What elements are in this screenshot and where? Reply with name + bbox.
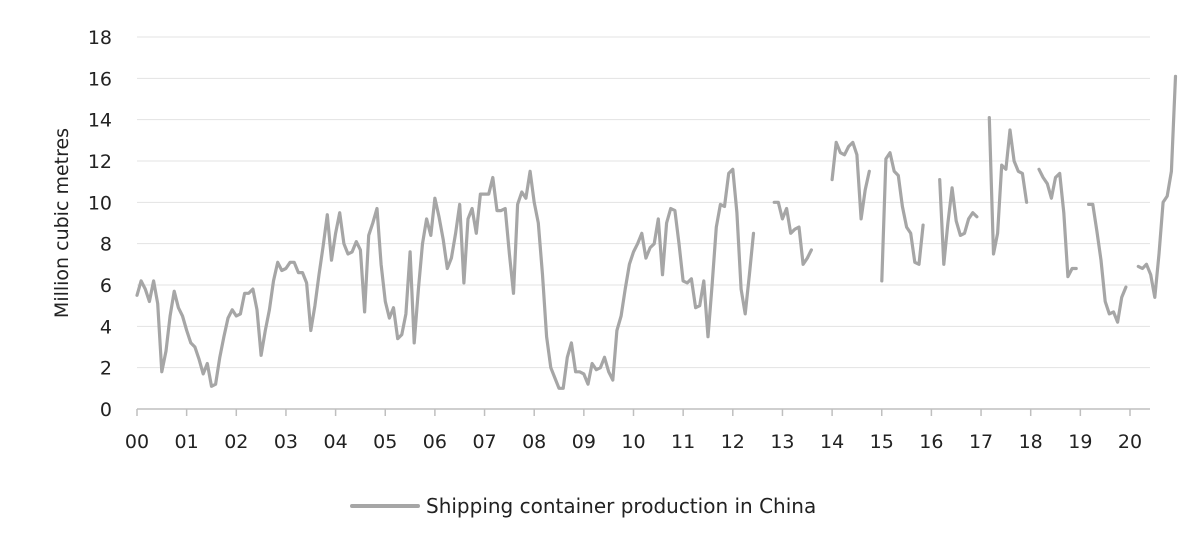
y-tick-label: 16 — [88, 68, 112, 90]
x-tick-label: 06 — [423, 431, 447, 453]
series-line — [1037, 167, 1078, 279]
x-axis: 00 01 02 03 04 05 06 07 08 09 10 11 12 13 14 15 16 17 18 19… — [125, 408, 1150, 453]
series-line — [772, 200, 813, 266]
series-line — [987, 116, 1029, 256]
y-tick-label: 4 — [100, 316, 112, 338]
y-tick-label: 14 — [88, 110, 112, 132]
y-tick-label: 0 — [100, 399, 112, 421]
x-tick-label: 18 — [1019, 431, 1043, 453]
x-tick-label: 07 — [472, 431, 496, 453]
x-tick-label: 14 — [820, 431, 844, 453]
x-tick-label: 19 — [1068, 431, 1092, 453]
series-line — [938, 178, 979, 266]
y-tick-label: 2 — [100, 358, 112, 380]
x-tick-label: 00 — [125, 431, 149, 453]
y-tick-label: 8 — [100, 234, 112, 256]
series-line — [880, 151, 925, 283]
x-tick-label: 20 — [1118, 431, 1142, 453]
x-tick-label: 10 — [621, 431, 645, 453]
x-tick-label: 11 — [671, 431, 695, 453]
x-tick-label: 15 — [870, 431, 894, 453]
x-tick-label: 02 — [224, 431, 248, 453]
x-tick-label: 09 — [572, 431, 596, 453]
series-line — [1136, 74, 1178, 299]
x-tick-label: 01 — [175, 431, 199, 453]
x-tick-label: 03 — [274, 431, 298, 453]
y-tick-label: 6 — [100, 275, 112, 297]
y-tick-label: 18 — [88, 27, 112, 49]
y-tick-label: 10 — [88, 192, 112, 214]
series-line — [1087, 202, 1128, 324]
series-line — [830, 140, 871, 221]
x-tick-label: 16 — [919, 431, 943, 453]
x-tick-label: 17 — [969, 431, 993, 453]
legend-label: Shipping container production in China — [426, 494, 816, 518]
y-axis-title: Million cubic metres — [51, 128, 73, 318]
x-tick-label: 04 — [324, 431, 348, 453]
x-tick-label: 08 — [522, 431, 546, 453]
series-lines — [135, 74, 1178, 390]
x-tick-label: 12 — [721, 431, 745, 453]
x-tick-label: 13 — [770, 431, 794, 453]
series-line — [135, 167, 756, 390]
x-tick-label: 05 — [373, 431, 397, 453]
y-tick-label: 12 — [88, 151, 112, 173]
y-axis-ticks: 0 2 4 6 8 10 12 14 16 18 — [88, 27, 112, 421]
legend: Shipping container production in China — [350, 494, 816, 518]
